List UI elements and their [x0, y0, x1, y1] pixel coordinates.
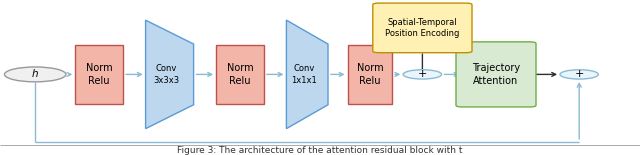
Circle shape — [560, 70, 598, 79]
Circle shape — [403, 70, 442, 79]
FancyBboxPatch shape — [76, 45, 123, 104]
Polygon shape — [287, 20, 328, 129]
Text: h: h — [32, 69, 38, 79]
FancyBboxPatch shape — [456, 42, 536, 107]
Text: Conv
3x3x3: Conv 3x3x3 — [154, 64, 179, 85]
Text: Spatial-Temporal
Position Encoding: Spatial-Temporal Position Encoding — [385, 18, 460, 38]
Text: +: + — [575, 69, 584, 79]
Text: Norm
Relu: Norm Relu — [356, 63, 383, 86]
Text: Conv
1x1x1: Conv 1x1x1 — [291, 64, 317, 85]
FancyBboxPatch shape — [216, 45, 264, 104]
Circle shape — [4, 67, 66, 82]
FancyBboxPatch shape — [372, 3, 472, 53]
Text: Figure 3: The architecture of the attention residual block with t: Figure 3: The architecture of the attent… — [177, 146, 463, 155]
Text: Norm
Relu: Norm Relu — [86, 63, 113, 86]
Text: +: + — [418, 69, 427, 79]
FancyBboxPatch shape — [348, 45, 392, 104]
Polygon shape — [146, 20, 193, 129]
Text: Trajectory
Attention: Trajectory Attention — [472, 63, 520, 86]
Text: Norm
Relu: Norm Relu — [227, 63, 253, 86]
